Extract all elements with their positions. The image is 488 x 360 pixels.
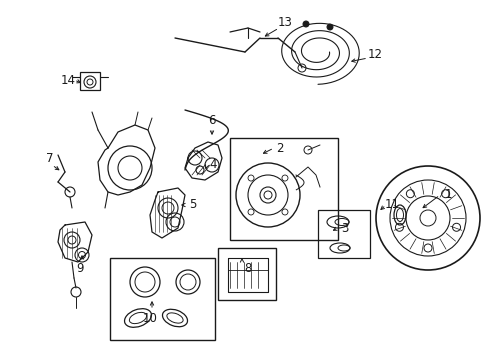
Bar — [317, 210, 369, 258]
Circle shape — [326, 24, 332, 30]
Bar — [229, 138, 337, 240]
Text: 6: 6 — [208, 113, 215, 126]
Text: 7: 7 — [46, 152, 54, 165]
Text: 4: 4 — [209, 158, 216, 171]
Text: 8: 8 — [244, 261, 251, 274]
Bar — [218, 248, 275, 300]
Circle shape — [303, 21, 308, 27]
Text: 3: 3 — [341, 221, 348, 234]
Text: 14: 14 — [61, 73, 75, 86]
Text: 12: 12 — [367, 49, 382, 62]
Text: 13: 13 — [277, 15, 292, 28]
Text: 2: 2 — [276, 141, 283, 154]
Text: 5: 5 — [189, 198, 196, 211]
Bar — [110, 258, 215, 340]
Text: 9: 9 — [76, 261, 83, 274]
Text: 10: 10 — [142, 311, 157, 324]
Bar — [80, 72, 100, 90]
Text: 11: 11 — [384, 198, 399, 211]
Text: 1: 1 — [443, 189, 451, 202]
